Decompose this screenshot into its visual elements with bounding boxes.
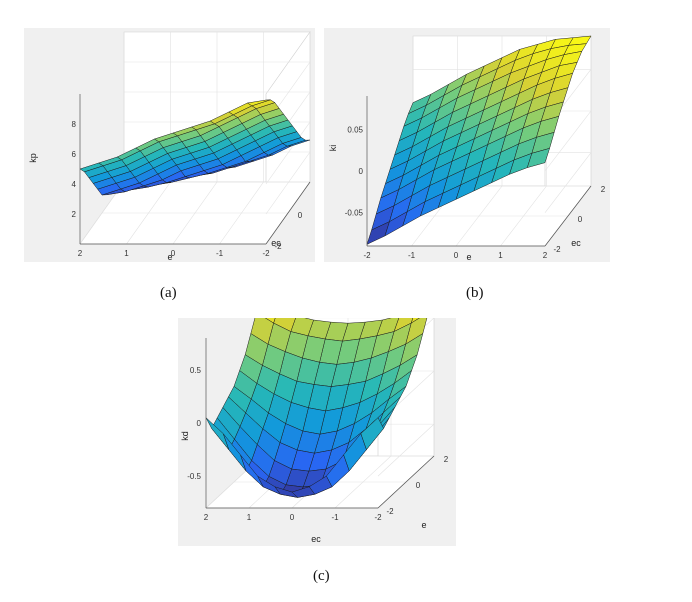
grid-line [265, 151, 311, 215]
grid-line [377, 423, 435, 477]
y-axis-label: ec [571, 238, 581, 248]
y-tick-label: -2 [274, 242, 282, 251]
y-axis-label: e [421, 520, 426, 530]
y-tick-label: 0 [578, 215, 583, 224]
x-tick-label: 2 [543, 251, 548, 260]
z-tick-label: 8 [72, 120, 77, 129]
surface-patch [79, 162, 104, 173]
surface-patch [205, 417, 230, 450]
x-tick-label: -2 [374, 513, 382, 522]
x-tick-label: -1 [331, 513, 339, 522]
surface-mesh [366, 35, 592, 245]
x-axis-label: e [466, 252, 471, 262]
z-tick-label: 6 [72, 150, 77, 159]
grid-line [544, 152, 592, 213]
axis-line-y [265, 181, 311, 245]
surface-plot-ki: -2 -1 0 1 2 -2 0 2 -0.05 0 0.05 e ec ki [328, 35, 606, 262]
z-tick-label: 0 [197, 419, 202, 428]
z-axis-label: kd [180, 431, 190, 441]
x-tick-label: -2 [363, 251, 371, 260]
z-tick-label: -0.05 [345, 209, 364, 218]
caption-c: (c) [313, 568, 330, 584]
x-tick-label: 1 [247, 513, 252, 522]
z-tick-label: 0.5 [190, 366, 202, 375]
y-tick-label: -2 [386, 507, 394, 516]
x-tick-label: -2 [262, 249, 270, 258]
x-tick-label: 2 [204, 513, 209, 522]
y-tick-label: 2 [444, 455, 449, 464]
grid-line [544, 110, 592, 172]
x-tick-label: 0 [454, 251, 459, 260]
y-tick-label: 0 [416, 481, 421, 490]
z-axis-label: ki [328, 145, 338, 152]
axis-line-y [544, 185, 592, 247]
panel-c: -2 -1 0 1 2 -2 0 2 -0.5 0 0.5 ec e kd [178, 318, 456, 546]
y-tick-label: 0 [298, 211, 303, 220]
x-tick-label: -1 [216, 249, 224, 258]
z-tick-label: 2 [72, 210, 77, 219]
surface-plot-kd: -2 -1 0 1 2 -2 0 2 -0.5 0 0.5 ec e kd [180, 318, 449, 544]
axis-line-y [377, 455, 435, 509]
panel-b: -2 -1 0 1 2 -2 0 2 -0.05 0 0.05 e ec ki [324, 28, 610, 262]
z-axis-label: kp [28, 153, 38, 163]
y-tick-label: 2 [601, 185, 606, 194]
surface-mesh [79, 99, 311, 196]
x-tick-label: 1 [498, 251, 503, 260]
x-tick-label: -1 [408, 251, 416, 260]
caption-a: (a) [160, 285, 177, 301]
x-tick-label: 1 [124, 249, 129, 258]
surface-patch [366, 221, 390, 245]
z-tick-label: 0.05 [347, 125, 363, 134]
z-tick-label: 4 [72, 180, 77, 189]
x-tick-label: 0 [171, 249, 176, 258]
y-axis-label: ec [271, 238, 281, 248]
grid-line [265, 121, 311, 185]
y-tick-label: -2 [553, 245, 561, 254]
x-axis-label: e [167, 252, 172, 262]
x-tick-label: 0 [290, 513, 295, 522]
x-tick-label: 2 [78, 249, 83, 258]
x-axis-label: ec [311, 534, 321, 544]
z-tick-label: 0 [359, 167, 364, 176]
caption-b: (b) [466, 285, 484, 301]
surface-mesh [205, 318, 428, 498]
z-tick-label: -0.5 [187, 472, 201, 481]
